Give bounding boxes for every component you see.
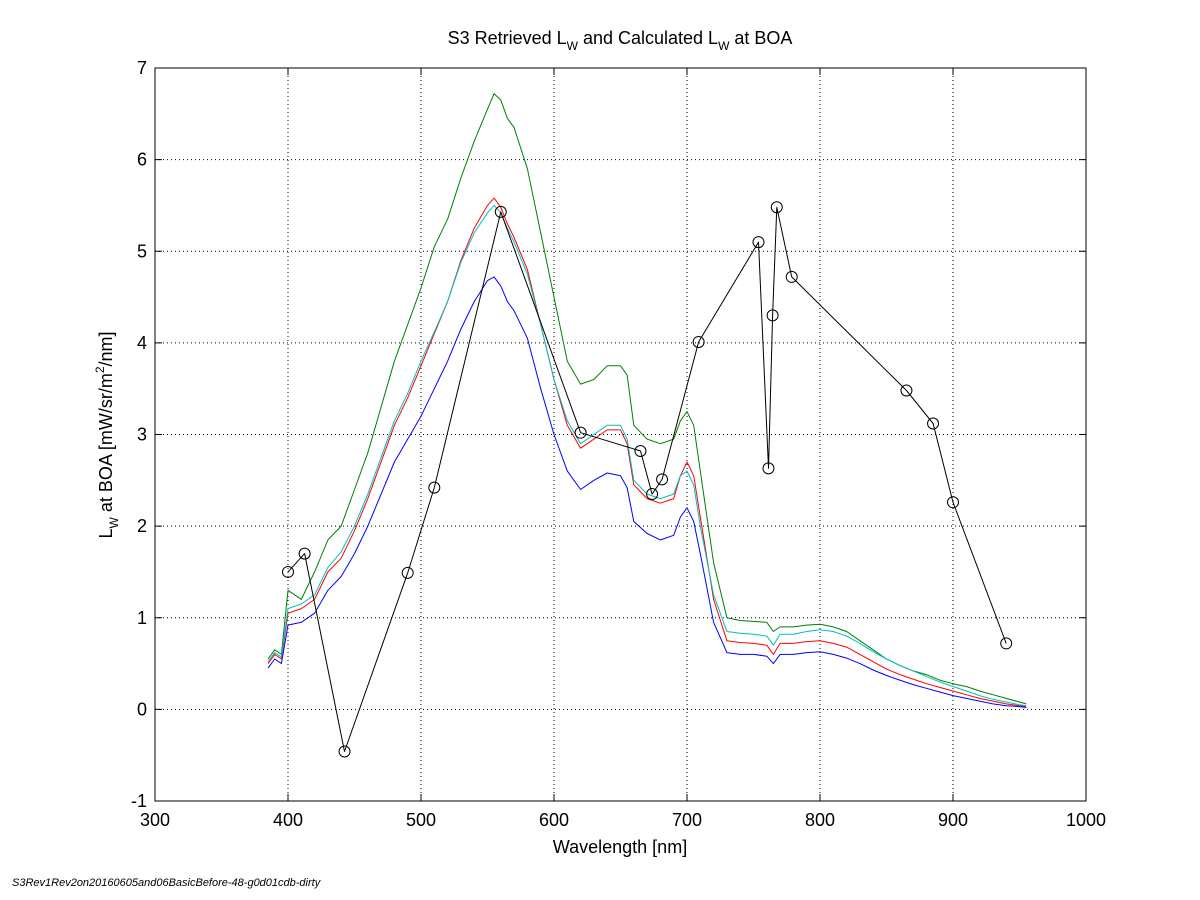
data-point-marker xyxy=(927,417,940,430)
data-point-marker xyxy=(947,496,959,509)
x-tick-label: 400 xyxy=(273,810,303,830)
x-tick-label: 900 xyxy=(938,810,968,830)
footer-version: S3Rev1Rev2on20160605and06BasicBefore-48-… xyxy=(12,877,321,889)
data-point-marker xyxy=(752,236,765,249)
series-line-5 xyxy=(287,206,1007,752)
x-tick-label: 1000 xyxy=(1066,810,1106,830)
data-point-marker xyxy=(646,488,659,501)
data-point-marker xyxy=(770,201,783,214)
x-tick-label: 300 xyxy=(140,810,170,830)
y-tick-label: 4 xyxy=(137,333,147,353)
x-tick-label: 800 xyxy=(805,810,835,830)
ticks: 300 400 500 600 700 800 900 1000 -1 0 1 2 3 4 5 6 7 xyxy=(131,58,1106,830)
x-tick-label: 700 xyxy=(672,810,702,830)
plot-area xyxy=(154,67,1087,802)
data-point-marker xyxy=(298,547,311,560)
series-line-2 xyxy=(267,197,1027,708)
data-point-marker xyxy=(282,565,294,578)
data-point-marker xyxy=(656,473,669,486)
data-point-marker xyxy=(338,745,351,758)
data-point-marker xyxy=(634,444,647,457)
data-point-marker xyxy=(692,335,705,348)
data-point-marker xyxy=(1000,637,1013,650)
y-tick-label: 7 xyxy=(137,58,147,78)
y-tick-label: 6 xyxy=(137,150,147,170)
x-tick-label: 500 xyxy=(406,810,436,830)
y-tick-label: 3 xyxy=(137,425,147,445)
y-tick-label: 5 xyxy=(137,241,147,261)
x-tick-label: 600 xyxy=(539,810,569,830)
y-tick-label: 0 xyxy=(137,699,147,719)
chart-title: S3 Retrieved LW and Calculated LW at BOA xyxy=(448,28,793,53)
series-line-3 xyxy=(267,204,1027,707)
data-point-marker xyxy=(766,309,779,322)
data-point-marker xyxy=(900,384,913,397)
y-axis-label: LW at BOA [mW/sr/m2/nm] xyxy=(93,331,121,538)
series-line-4 xyxy=(267,276,1027,708)
data-point-marker xyxy=(762,462,775,475)
data-point-marker xyxy=(401,566,414,579)
x-axis-label: Wavelength [nm] xyxy=(553,837,687,857)
y-tick-label: 1 xyxy=(137,608,147,628)
data-point-marker xyxy=(428,481,441,494)
y-tick-label: -1 xyxy=(131,791,147,811)
data-point-marker xyxy=(574,426,587,439)
y-tick-label: 2 xyxy=(137,516,147,536)
series-group xyxy=(267,93,1027,758)
data-point-marker xyxy=(785,270,798,283)
data-point-marker xyxy=(494,205,507,218)
